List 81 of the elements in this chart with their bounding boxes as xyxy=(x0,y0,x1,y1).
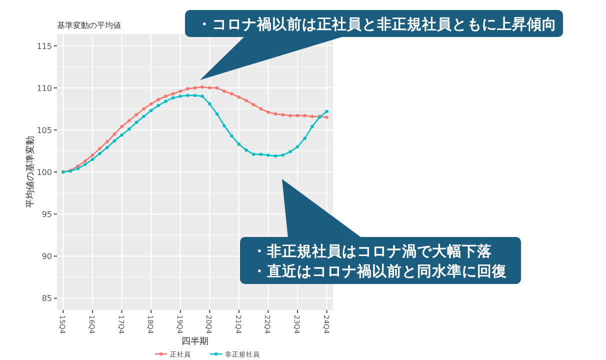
point xyxy=(325,116,328,119)
point xyxy=(303,136,306,140)
point xyxy=(128,127,131,131)
point xyxy=(156,98,160,102)
point xyxy=(259,152,262,156)
point xyxy=(120,124,124,128)
point xyxy=(252,152,256,156)
point xyxy=(230,134,234,138)
y-tick-label: 85 xyxy=(42,294,52,304)
point xyxy=(98,152,102,156)
point xyxy=(90,154,94,157)
point xyxy=(178,94,182,98)
point xyxy=(200,85,204,89)
point xyxy=(106,140,109,144)
point xyxy=(186,87,190,90)
point xyxy=(252,103,256,106)
point xyxy=(120,133,124,137)
point xyxy=(266,110,270,114)
y-tick-label: 100 xyxy=(36,168,52,177)
point xyxy=(296,114,300,118)
point xyxy=(142,107,146,110)
point xyxy=(76,167,80,170)
point xyxy=(259,107,262,110)
point xyxy=(193,94,197,98)
point xyxy=(186,94,190,98)
point xyxy=(178,90,182,93)
point xyxy=(90,158,94,161)
point xyxy=(112,139,116,142)
point xyxy=(266,154,270,157)
point xyxy=(112,132,116,136)
point xyxy=(222,124,226,128)
point xyxy=(244,98,248,102)
point xyxy=(164,94,168,98)
annotation: ・直近はコロナ禍以前と同水準に回復 xyxy=(252,263,507,280)
point xyxy=(237,142,241,146)
point xyxy=(274,154,278,158)
point xyxy=(288,150,292,154)
point xyxy=(237,96,241,99)
point xyxy=(274,112,278,116)
point xyxy=(98,146,102,150)
y-axis-title: 平均値の基準変動 xyxy=(25,136,36,208)
point xyxy=(149,102,153,106)
point xyxy=(171,96,175,100)
point xyxy=(134,120,138,124)
y-tick-label: 110 xyxy=(36,84,52,93)
point xyxy=(288,114,292,118)
point xyxy=(156,104,160,108)
point xyxy=(215,86,219,90)
point xyxy=(164,100,168,103)
chart-title: 基準変動の平均値 xyxy=(57,21,121,30)
y-tick-label: 115 xyxy=(36,42,52,51)
point xyxy=(84,162,87,166)
point xyxy=(208,102,212,106)
point xyxy=(171,92,175,96)
point xyxy=(310,114,314,118)
point xyxy=(244,148,248,152)
point xyxy=(106,146,109,150)
point xyxy=(208,86,212,90)
point xyxy=(142,114,146,118)
text: ・コロナ禍以前は正社員と非正規社員ともに上昇傾向 xyxy=(197,16,557,33)
point xyxy=(193,86,197,90)
point xyxy=(134,113,138,116)
point xyxy=(200,94,204,98)
point xyxy=(310,124,314,128)
point xyxy=(215,112,219,116)
point xyxy=(76,164,80,168)
point xyxy=(128,119,131,122)
x-axis-title: 四半期 xyxy=(182,336,208,347)
point xyxy=(222,90,226,93)
y-tick-label: 95 xyxy=(42,210,52,220)
point xyxy=(325,110,328,114)
y-tick-label: 90 xyxy=(42,252,52,262)
point xyxy=(230,92,234,96)
annotation: ・非正規社員はコロナ渦で大幅下落 xyxy=(252,243,492,260)
point xyxy=(149,108,153,112)
point xyxy=(281,113,284,116)
point xyxy=(296,145,300,148)
point xyxy=(281,154,284,157)
point xyxy=(303,114,306,118)
y-tick-label: 105 xyxy=(36,126,52,135)
point xyxy=(84,159,87,163)
